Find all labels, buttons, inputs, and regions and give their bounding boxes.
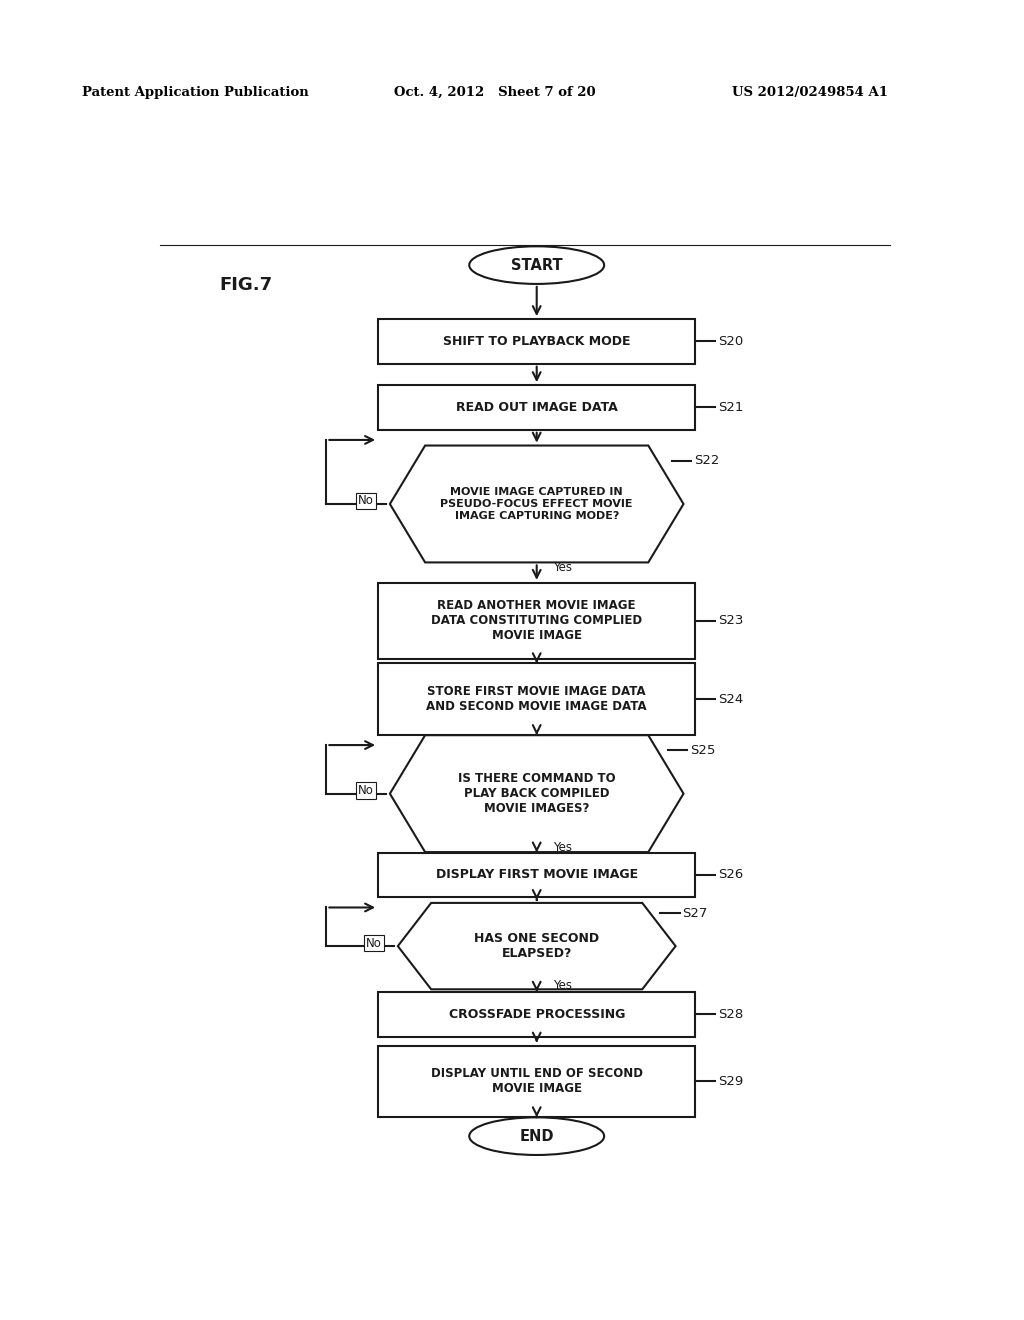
Text: READ OUT IMAGE DATA: READ OUT IMAGE DATA <box>456 401 617 414</box>
Ellipse shape <box>469 247 604 284</box>
FancyBboxPatch shape <box>378 319 695 364</box>
Text: No: No <box>358 495 374 507</box>
Text: MOVIE IMAGE CAPTURED IN
PSEUDO-FOCUS EFFECT MOVIE
IMAGE CAPTURING MODE?: MOVIE IMAGE CAPTURED IN PSEUDO-FOCUS EFF… <box>440 487 633 520</box>
FancyBboxPatch shape <box>378 664 695 735</box>
Text: READ ANOTHER MOVIE IMAGE
DATA CONSTITUTING COMPLIED
MOVIE IMAGE: READ ANOTHER MOVIE IMAGE DATA CONSTITUTI… <box>431 599 642 643</box>
Text: Patent Application Publication: Patent Application Publication <box>82 86 308 99</box>
Text: S28: S28 <box>718 1007 742 1020</box>
FancyBboxPatch shape <box>378 1045 695 1117</box>
Text: Yes: Yes <box>553 979 571 993</box>
Text: S23: S23 <box>718 614 743 627</box>
Text: FIG.7: FIG.7 <box>219 276 272 294</box>
Text: S24: S24 <box>718 693 742 706</box>
Text: Yes: Yes <box>553 561 571 574</box>
Text: END: END <box>519 1129 554 1143</box>
Text: S22: S22 <box>694 454 719 467</box>
Text: US 2012/0249854 A1: US 2012/0249854 A1 <box>732 86 888 99</box>
FancyBboxPatch shape <box>378 582 695 659</box>
Text: START: START <box>511 257 562 273</box>
Text: Yes: Yes <box>553 841 571 854</box>
FancyBboxPatch shape <box>378 385 695 430</box>
Text: S27: S27 <box>682 907 708 920</box>
Text: Oct. 4, 2012   Sheet 7 of 20: Oct. 4, 2012 Sheet 7 of 20 <box>394 86 596 99</box>
Text: IS THERE COMMAND TO
PLAY BACK COMPILED
MOVIE IMAGES?: IS THERE COMMAND TO PLAY BACK COMPILED M… <box>458 772 615 816</box>
FancyBboxPatch shape <box>378 991 695 1036</box>
Text: S20: S20 <box>718 335 742 348</box>
Text: CROSSFADE PROCESSING: CROSSFADE PROCESSING <box>449 1007 625 1020</box>
Text: S26: S26 <box>718 869 742 882</box>
Text: S25: S25 <box>690 744 715 756</box>
Text: DISPLAY UNTIL END OF SECOND
MOVIE IMAGE: DISPLAY UNTIL END OF SECOND MOVIE IMAGE <box>431 1068 643 1096</box>
Ellipse shape <box>469 1117 604 1155</box>
Text: HAS ONE SECOND
ELAPSED?: HAS ONE SECOND ELAPSED? <box>474 932 599 960</box>
Text: S21: S21 <box>718 401 743 414</box>
Text: No: No <box>366 937 382 949</box>
Polygon shape <box>390 735 684 853</box>
Polygon shape <box>397 903 676 989</box>
Text: DISPLAY FIRST MOVIE IMAGE: DISPLAY FIRST MOVIE IMAGE <box>435 869 638 882</box>
Text: SHIFT TO PLAYBACK MODE: SHIFT TO PLAYBACK MODE <box>443 335 631 348</box>
Text: S29: S29 <box>718 1074 742 1088</box>
Text: STORE FIRST MOVIE IMAGE DATA
AND SECOND MOVIE IMAGE DATA: STORE FIRST MOVIE IMAGE DATA AND SECOND … <box>426 685 647 713</box>
Polygon shape <box>390 446 684 562</box>
Text: No: No <box>358 784 374 797</box>
FancyBboxPatch shape <box>378 853 695 898</box>
